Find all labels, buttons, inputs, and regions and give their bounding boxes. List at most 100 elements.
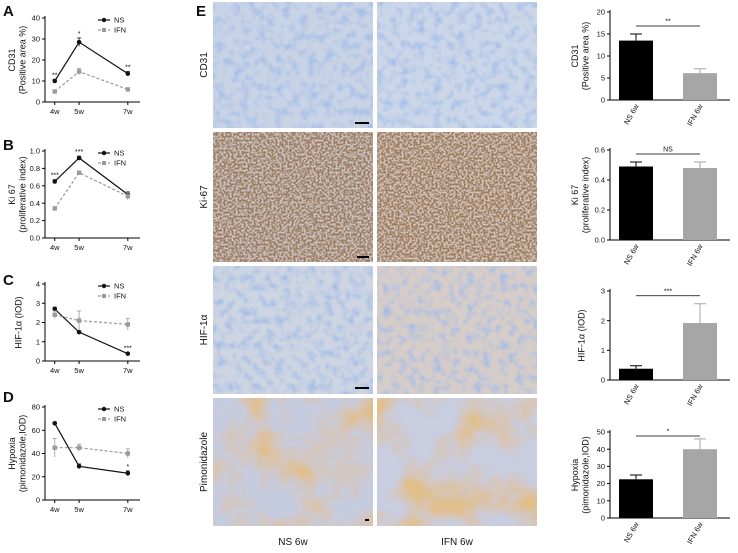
x-tick-label: 7w (123, 107, 133, 116)
series-line-ifn (54, 171, 129, 209)
panel-letter-b: B (3, 137, 14, 154)
micrograph-pimo-ifn (377, 398, 537, 526)
y-tick-label: 30 (32, 35, 40, 44)
y-tick-label: 80 (32, 403, 40, 412)
y-tick-label: 10 (597, 496, 605, 505)
y-tick-label: 0.8 (30, 164, 40, 173)
legend-marker (101, 283, 107, 289)
significance-label: *** (664, 288, 672, 295)
y-axis-label: Hypoxia(pimonidazole,IOD) (7, 415, 27, 493)
x-tick-label: IFN 6w (685, 520, 705, 546)
y-tick-label: 0 (36, 496, 40, 505)
data-point-ifn (125, 322, 131, 327)
scale-bar (355, 122, 369, 124)
y-axis-label: Ki 67(proliferative index) (570, 157, 590, 234)
data-point-ifn (76, 69, 82, 74)
y-tick-label: 3 (601, 287, 605, 296)
x-tick-label: 4w (50, 505, 60, 514)
data-point-ns (125, 71, 131, 76)
significance-label: ** (665, 19, 671, 26)
y-tick-label: 0 (601, 514, 605, 523)
significance-label: ** (52, 72, 58, 79)
x-tick-label: IFN 6w (685, 382, 705, 408)
data-point-ifn (52, 89, 57, 94)
legend-marker (101, 17, 107, 23)
data-point-ifn (76, 318, 82, 323)
data-point-ns (52, 306, 58, 312)
significance-label: * (126, 464, 129, 471)
legend-label-ns: NS (114, 16, 124, 25)
x-tick-label: 4w (50, 243, 60, 252)
y-axis-label: HIF-1α (IOD) (577, 309, 587, 361)
bar-ifn (683, 449, 717, 518)
y-axis-label: Hypoxia(pimonidazole,IOD) (570, 436, 590, 514)
scale-bar (355, 387, 369, 389)
bar-ns (619, 166, 653, 240)
data-point-ns (76, 39, 82, 45)
x-tick-label: 5w (74, 107, 84, 116)
row-label-pimonidazole: Pimonidazole (199, 432, 210, 492)
data-point-ns (76, 329, 82, 335)
legend-label-ifn: IFN (114, 159, 126, 168)
legend-marker (102, 294, 106, 298)
y-tick-label: 2 (36, 318, 40, 327)
data-point-ifn (125, 451, 131, 456)
y-tick-label: 0 (601, 376, 605, 385)
bar-chart-e3: 0 1 2 3 HIF-1α (IOD) NS 6w IFN 6w *** (577, 287, 730, 408)
data-point-ns (52, 78, 58, 84)
data-point-ns (125, 470, 131, 476)
x-tick-label: NS 6w (622, 382, 641, 406)
micrograph-hif-ns (213, 266, 373, 394)
bar-chart-e4: 0 10 20 30 40 50 Hypoxia(pimonidazole,IOD) NS 6… (570, 428, 730, 546)
legend-label-ifn: IFN (114, 26, 126, 35)
legend-label-ns: NS (114, 405, 124, 414)
series-line-ns (54, 308, 129, 355)
x-tick-label: 7w (123, 243, 133, 252)
legend-marker (101, 406, 107, 412)
line-chart-b: 0.0 0.2 0.4 0.6 0.8 1.0 4w 5w 7w Ki 67(proliferat… (7, 147, 140, 252)
y-tick-label: 0.6 (30, 181, 40, 190)
y-tick-label: 1 (36, 337, 40, 346)
x-tick-label: 4w (50, 366, 60, 375)
y-tick-label: 0.0 (30, 234, 40, 243)
y-tick-label: 0.2 (595, 206, 605, 215)
y-tick-label: 2 (601, 316, 605, 325)
data-point-ifn (76, 445, 82, 450)
y-tick-label: 5 (601, 74, 605, 83)
series-line-ns (54, 41, 129, 82)
bar-chart-e1: 0 5 10 15 20 CD31(Positive area %) NS 6w IFN 6w… (570, 8, 730, 128)
col-label-ifn: IFN 6w (441, 537, 473, 548)
data-point-ifn (52, 312, 57, 317)
legend-label-ifn: IFN (114, 415, 126, 424)
bar-ifn (683, 323, 717, 380)
micrograph-ki67-ns (213, 132, 373, 262)
micrograph-cd31-ns (213, 2, 373, 128)
y-tick-label: 30 (597, 462, 605, 471)
bar-ns (619, 479, 653, 518)
y-tick-label: 40 (32, 449, 40, 458)
y-tick-label: 15 (597, 30, 605, 39)
y-tick-label: 20 (32, 56, 40, 65)
bar-ifn (683, 73, 717, 100)
x-tick-label: 5w (74, 505, 84, 514)
y-tick-label: 40 (32, 14, 40, 23)
y-tick-label: 20 (597, 8, 605, 17)
micrograph-pimo-ns (213, 398, 373, 526)
data-point-ns (76, 155, 82, 161)
data-point-ifn (76, 170, 82, 175)
y-tick-label: 20 (32, 472, 40, 481)
y-tick-label: 10 (32, 77, 40, 86)
series-line-ifn (54, 70, 129, 92)
y-tick-label: 50 (597, 428, 605, 437)
y-tick-label: 1.0 (30, 147, 40, 156)
bar-chart-e2: 0.0 0.2 0.4 0.6 Ki 67(proliferative index) NS… (570, 146, 730, 268)
micrograph-cd31-ifn (377, 2, 537, 128)
x-tick-label: 5w (74, 366, 84, 375)
x-tick-label: 7w (123, 505, 133, 514)
data-point-ns (76, 463, 82, 469)
col-label-ns: NS 6w (278, 537, 308, 548)
